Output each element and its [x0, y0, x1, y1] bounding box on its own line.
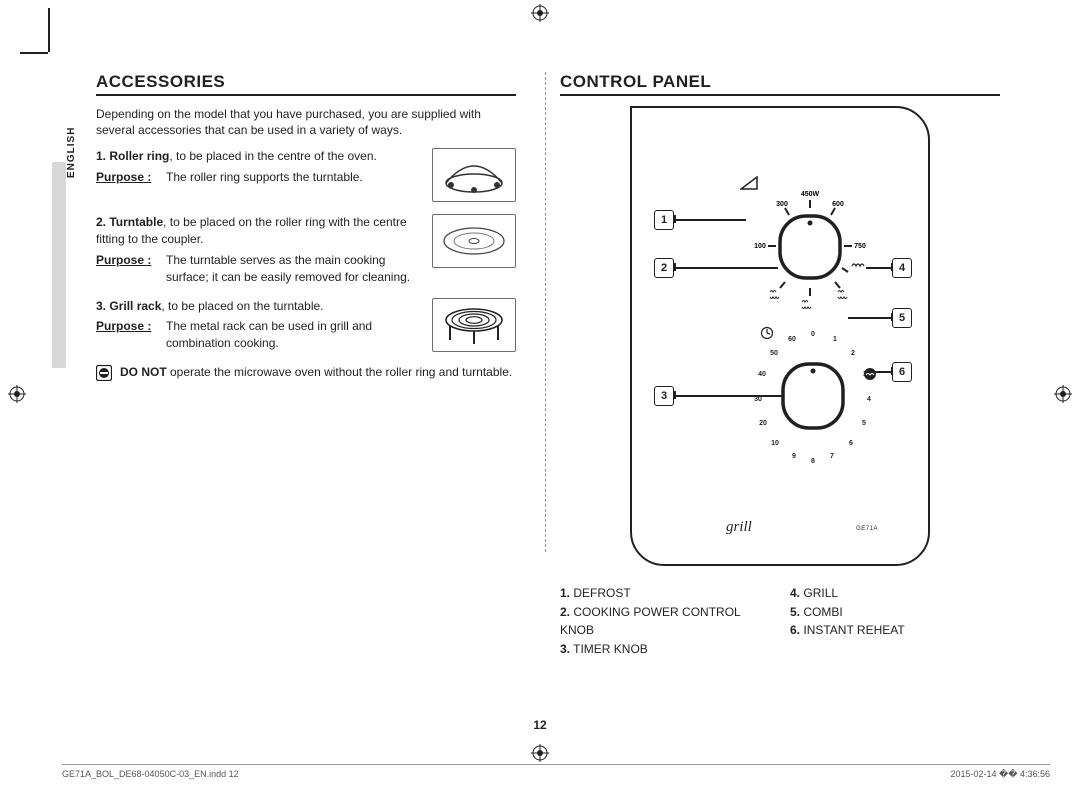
power-label: 450W [801, 191, 820, 198]
legend-num: 2. [560, 605, 570, 619]
no-entry-icon [96, 365, 112, 381]
legend-text: GRILL [803, 586, 838, 600]
callout-2: 2 [654, 258, 674, 278]
column-divider [545, 72, 546, 552]
legend-text: DEFROST [573, 586, 630, 600]
svg-text:60: 60 [788, 336, 796, 343]
callout-6: 6 [892, 362, 912, 382]
accessories-column: ACCESSORIES Depending on the model that … [96, 72, 516, 381]
page-number: 12 [533, 718, 546, 732]
purpose-label: Purpose : [96, 169, 158, 186]
accessory-row: 3. Grill rack, to be placed on the turnt… [96, 298, 516, 352]
crop-mark-icon [48, 8, 50, 52]
accessory-name: Grill rack [109, 299, 161, 313]
legend-num: 1. [560, 586, 570, 600]
svg-text:6: 6 [849, 440, 853, 447]
svg-text:5: 5 [862, 420, 866, 427]
warning-row: DO NOT operate the microwave oven withou… [96, 364, 516, 381]
grill-rack-icon [432, 298, 516, 352]
svg-text:9: 9 [792, 453, 796, 460]
legend-num: 3. [560, 642, 570, 656]
svg-text:40: 40 [758, 371, 766, 378]
warning-strong: DO NOT [120, 365, 167, 379]
svg-text:50: 50 [770, 350, 778, 357]
panel-model: GE71A [856, 526, 878, 532]
svg-text:100: 100 [754, 243, 766, 250]
accessory-number: 3. [96, 299, 106, 313]
accessory-row: 2. Turntable, to be placed on the roller… [96, 214, 516, 285]
callout-3: 3 [654, 386, 674, 406]
control-panel-heading: CONTROL PANEL [560, 72, 1000, 96]
turntable-icon [432, 214, 516, 268]
svg-text:600: 600 [832, 201, 844, 208]
crop-mark-icon [20, 52, 48, 54]
purpose-text: The roller ring supports the turntable. [166, 169, 422, 186]
legend-num: 5. [790, 605, 800, 619]
page: ENGLISH ACCESSORIES Depending on the mod… [0, 0, 1080, 788]
registration-mark-icon [531, 4, 549, 22]
power-knob: 450W 300 600 100 750 [740, 188, 880, 318]
footer: GE71A_BOL_DE68-04050C-03_EN.indd 12 2015… [62, 764, 1050, 780]
timer-knob: 0 1 2 3 4 5 6 7 8 9 10 20 30 40 [738, 324, 888, 474]
language-tab [52, 162, 66, 368]
svg-text:1: 1 [833, 336, 837, 343]
legend-text: INSTANT REHEAT [803, 623, 904, 637]
legend-text: TIMER KNOB [573, 642, 648, 656]
svg-text:4: 4 [867, 396, 871, 403]
accessory-desc: , to be placed in the centre of the oven… [169, 149, 376, 163]
footer-file: GE71A_BOL_DE68-04050C-03_EN.indd 12 [62, 769, 239, 780]
registration-mark-icon [8, 385, 26, 403]
warning-text: operate the microwave oven without the r… [167, 365, 513, 379]
control-panel-figure: 450W 300 600 100 750 [630, 106, 930, 566]
language-label: ENGLISH [66, 127, 77, 178]
registration-mark-icon [1054, 385, 1072, 403]
purpose-text: The metal rack can be used in grill and … [166, 318, 422, 352]
legend-left: 1. DEFROST 2. COOKING POWER CONTROL KNOB… [560, 584, 770, 658]
accessory-number: 1. [96, 149, 106, 163]
legend-right: 4. GRILL 5. COMBI 6. INSTANT REHEAT [790, 584, 1000, 658]
svg-text:7: 7 [830, 453, 834, 460]
purpose-label: Purpose : [96, 318, 158, 352]
accessories-intro: Depending on the model that you have pur… [96, 106, 516, 138]
svg-text:8: 8 [811, 458, 815, 465]
legend-text: COOKING POWER CONTROL KNOB [560, 605, 740, 638]
svg-text:2: 2 [851, 350, 855, 357]
roller-ring-icon [432, 148, 516, 202]
svg-text:0: 0 [811, 331, 815, 338]
accessory-name: Roller ring [109, 149, 169, 163]
accessories-heading: ACCESSORIES [96, 72, 516, 96]
legend-num: 6. [790, 623, 800, 637]
accessory-desc: , to be placed on the turntable. [161, 299, 323, 313]
accessory-row: 1. Roller ring, to be placed in the cent… [96, 148, 516, 202]
control-panel-column: CONTROL PANEL 450W 300 600 100 750 [560, 72, 1000, 658]
svg-text:10: 10 [771, 440, 779, 447]
legend: 1. DEFROST 2. COOKING POWER CONTROL KNOB… [560, 584, 1000, 658]
accessory-number: 2. [96, 215, 106, 229]
svg-text:20: 20 [759, 420, 767, 427]
panel-brand: grill [726, 519, 752, 536]
purpose-label: Purpose : [96, 252, 158, 286]
svg-text:750: 750 [854, 243, 866, 250]
svg-text:300: 300 [776, 201, 788, 208]
legend-num: 4. [790, 586, 800, 600]
footer-timestamp: 2015-02-14 �� 4:36:56 [950, 769, 1050, 780]
legend-text: COMBI [803, 605, 842, 619]
callout-5: 5 [892, 308, 912, 328]
callout-1: 1 [654, 210, 674, 230]
accessory-name: Turntable [109, 215, 163, 229]
registration-mark-icon [531, 744, 549, 762]
purpose-text: The turntable serves as the main cooking… [166, 252, 422, 286]
callout-4: 4 [892, 258, 912, 278]
svg-text:30: 30 [754, 396, 762, 403]
